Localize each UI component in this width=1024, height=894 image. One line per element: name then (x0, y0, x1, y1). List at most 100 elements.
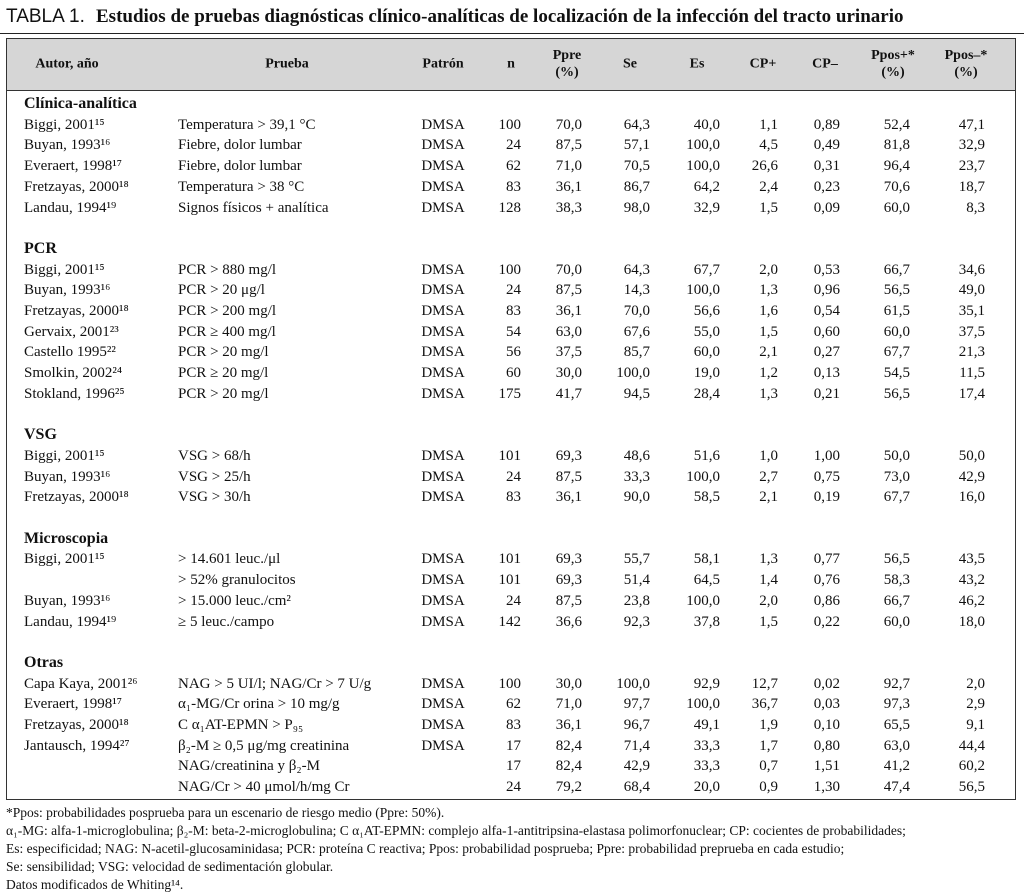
se: 100,0 (616, 675, 650, 692)
se: 92,3 (623, 613, 650, 630)
author-year: Biggi, 2001¹⁵ (24, 447, 105, 464)
test: > 14.601 leuc./μl (178, 551, 281, 568)
test: PCR ≥ 400 mg/l (178, 323, 276, 340)
es: 64,5 (693, 572, 720, 589)
author-year: Fretzayas, 2000¹⁸ (24, 717, 129, 733)
ppos-minus: 44,4 (958, 737, 985, 754)
ppre: 36,1 (555, 303, 582, 319)
test: Temperatura > 39,1 °C (178, 116, 316, 133)
cp-minus: 0,31 (813, 158, 840, 175)
se: 57,1 (623, 137, 650, 154)
es: 49,1 (693, 717, 720, 733)
ppre: 37,5 (555, 344, 582, 361)
cp-plus: 1,6 (759, 303, 778, 319)
author-year: Biggi, 2001¹⁵ (24, 551, 105, 568)
n: 56 (506, 344, 521, 361)
cp-minus: 0,75 (813, 468, 840, 485)
footnote: Se: sensibilidad; VSG: velocidad de sedi… (6, 859, 334, 874)
cp-minus: 0,77 (813, 551, 840, 568)
n: 175 (498, 385, 522, 402)
cp-plus: 1,3 (759, 385, 778, 402)
se: 100,0 (616, 365, 650, 382)
author-year: Fretzayas, 2000¹⁸ (24, 303, 129, 319)
n: 24 (506, 468, 521, 485)
ppos-minus: 9,1 (966, 717, 985, 733)
se: 55,7 (623, 551, 650, 568)
ppos-plus: 54,5 (883, 365, 910, 382)
cp-minus: 0,60 (813, 323, 840, 340)
es: 56,6 (693, 303, 720, 319)
ppre: 79,2 (555, 779, 582, 796)
section-heading: VSG (24, 426, 57, 444)
reference-standard: DMSA (421, 137, 465, 154)
n: 100 (498, 116, 522, 133)
se: 33,3 (623, 468, 650, 485)
reference-standard: DMSA (421, 344, 465, 361)
es: 100,0 (686, 592, 720, 609)
ppos-plus: 41,2 (883, 758, 910, 775)
test: NAG/Cr > 40 μmol/h/mg Cr (178, 779, 350, 796)
es: 19,0 (693, 365, 720, 382)
n: 24 (506, 282, 521, 299)
cp-plus: 1,5 (759, 199, 778, 216)
n: 142 (498, 613, 522, 630)
reference-standard: DMSA (421, 737, 465, 754)
table-label: TABLA 1. (6, 6, 85, 27)
es: 58,5 (693, 489, 720, 506)
ppos-plus: 47,4 (883, 779, 910, 796)
ppre: 30,0 (555, 675, 582, 692)
ppos-plus: 61,5 (883, 303, 910, 319)
ppos-minus: 11,5 (959, 365, 985, 382)
cp-plus: 1,3 (759, 551, 778, 568)
se: 51,4 (623, 572, 650, 589)
footnote: Datos modificados de Whiting¹⁴. (6, 877, 184, 892)
ppos-plus: 67,7 (883, 489, 910, 506)
reference-standard: DMSA (421, 675, 465, 692)
ppos-minus: 37,5 (958, 323, 985, 340)
ppos-minus: 2,9 (966, 696, 985, 713)
ppre: 87,5 (555, 282, 582, 299)
cp-plus: 2,4 (759, 178, 778, 195)
column-header: Se (623, 56, 637, 72)
ppre: 38,3 (555, 199, 582, 216)
cp-plus: 1,7 (759, 737, 778, 754)
ppre: 36,6 (555, 613, 582, 630)
ppos-minus: 34,6 (958, 261, 985, 278)
test: α₁-MG/Cr orina > 10 mg/g (178, 696, 340, 713)
cp-minus: 0,09 (813, 199, 840, 216)
table-header-background (7, 39, 1015, 91)
se: 86,7 (623, 178, 650, 195)
n: 101 (498, 572, 522, 589)
cp-minus: 0,23 (813, 178, 840, 195)
cp-plus: 26,6 (751, 158, 778, 175)
author-year: Stokland, 1996²⁵ (24, 385, 125, 402)
ppre: 82,4 (555, 758, 582, 775)
n: 60 (506, 365, 521, 382)
ppos-minus: 35,1 (958, 303, 985, 319)
ppos-plus: 60,0 (883, 613, 910, 630)
reference-standard: DMSA (421, 613, 465, 630)
cp-plus: 2,1 (759, 344, 778, 361)
ppos-minus: 32,9 (958, 137, 985, 154)
test: NAG > 5 UI/l; NAG/Cr > 7 U/g (178, 675, 372, 692)
ppos-plus: 50,0 (883, 447, 910, 464)
ppos-plus: 66,7 (883, 592, 910, 609)
column-header: CP+ (749, 56, 777, 72)
es: 58,1 (693, 551, 720, 568)
author-year: Buyan, 1993¹⁶ (24, 282, 111, 299)
se: 97,7 (623, 696, 650, 713)
se: 23,8 (623, 592, 650, 609)
ppos-minus: 47,1 (958, 116, 985, 133)
ppre: 69,3 (555, 572, 582, 589)
cp-plus: 1,4 (759, 572, 778, 589)
ppos-plus: 66,7 (883, 261, 910, 278)
author-year: Biggi, 2001¹⁵ (24, 116, 105, 133)
es: 32,9 (693, 199, 720, 216)
n: 128 (498, 199, 522, 216)
ppos-plus: 81,8 (883, 137, 910, 154)
cp-plus: 12,7 (751, 675, 778, 692)
ppre: 87,5 (555, 468, 582, 485)
ppos-minus: 18,7 (958, 178, 985, 195)
